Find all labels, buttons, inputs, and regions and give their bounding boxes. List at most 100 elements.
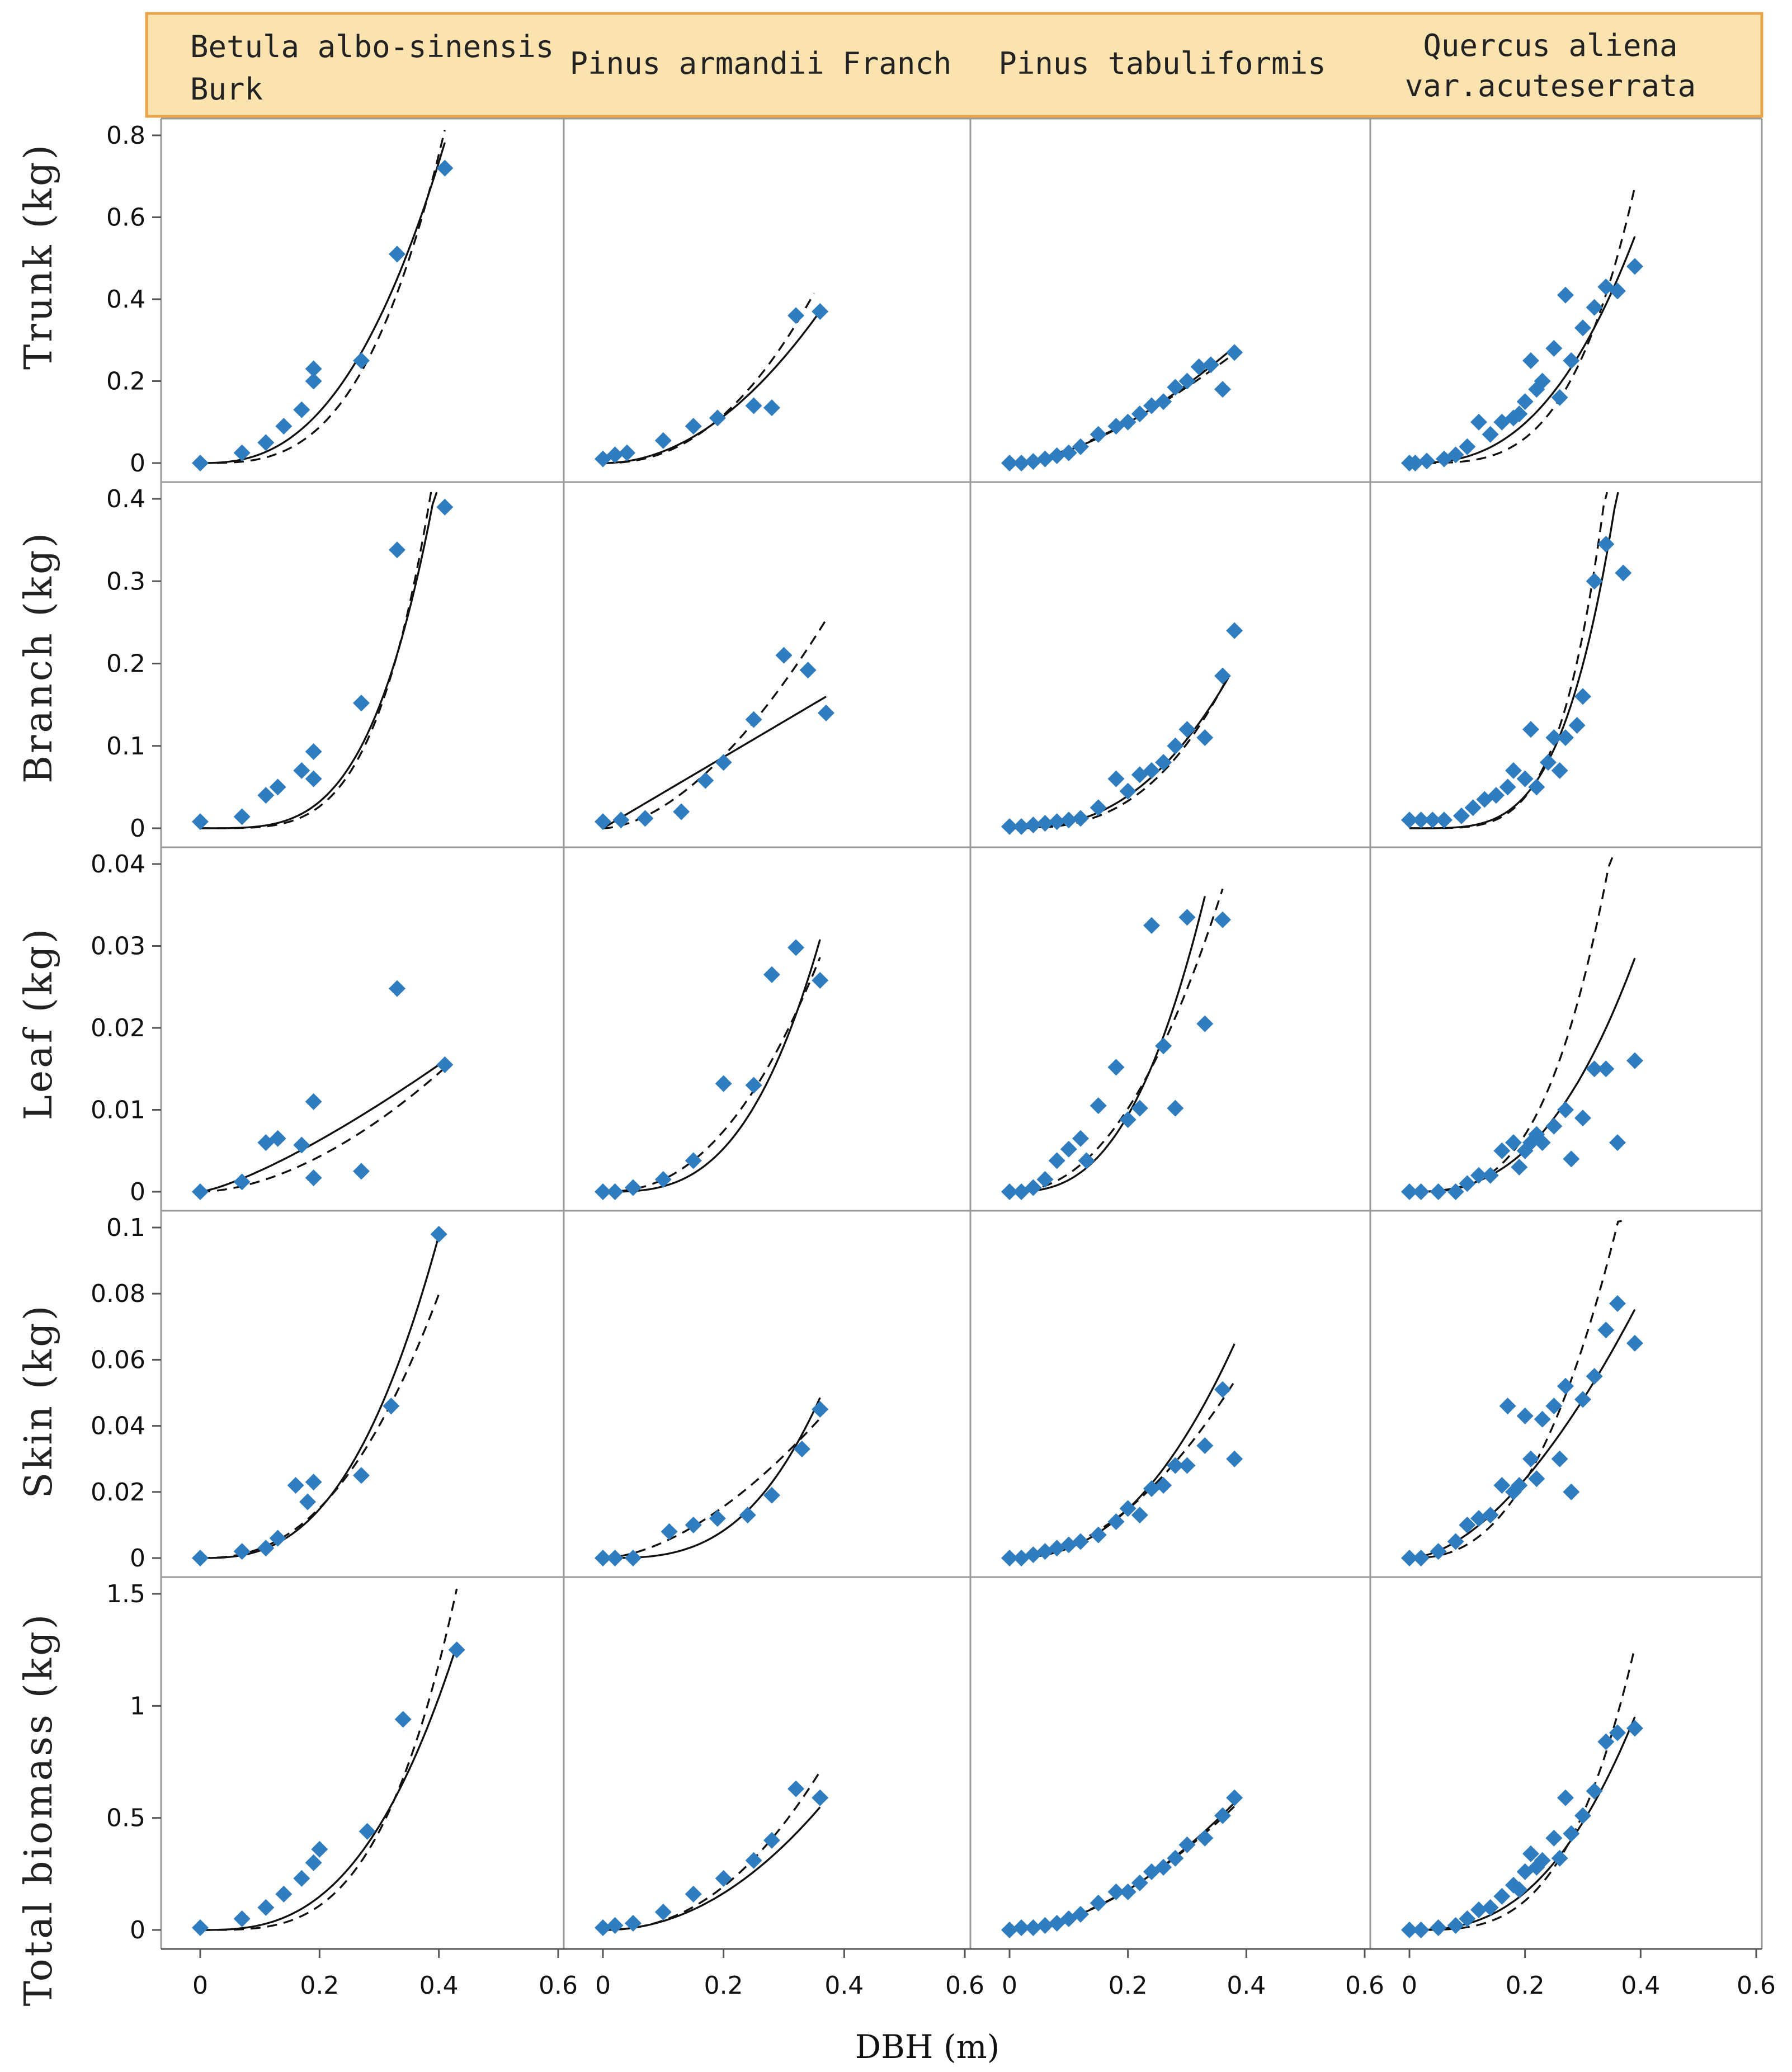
data-point	[1505, 1134, 1522, 1151]
fit-line-solid	[1010, 1343, 1235, 1559]
data-point	[1196, 1015, 1214, 1032]
data-point	[1418, 452, 1435, 470]
panel-betula-total	[192, 1588, 465, 1936]
y-ticks-branch: 0 0.1 0.2 0.3 0.4	[106, 485, 161, 843]
data-point	[1196, 729, 1214, 747]
data-point	[293, 1870, 310, 1887]
data-point	[624, 1914, 642, 1932]
data-point	[624, 1550, 642, 1566]
data-point	[1534, 1410, 1551, 1428]
fit-line-dashed	[1009, 1805, 1235, 1931]
data-point	[1522, 1450, 1539, 1467]
data-point	[1048, 813, 1065, 830]
fit-line-dashed	[1409, 1647, 1636, 1931]
data-point	[430, 1225, 447, 1243]
data-point	[389, 246, 405, 263]
species-header-quercus-line2: var.acuteserrata	[1405, 68, 1696, 103]
data-point	[1459, 1516, 1476, 1533]
data-point	[353, 695, 370, 712]
data-point	[353, 1467, 370, 1484]
data-point	[1412, 1183, 1430, 1200]
fit-line-dashed	[200, 1588, 458, 1931]
data-point	[192, 455, 209, 471]
data-point	[775, 646, 793, 664]
data-point	[293, 401, 310, 418]
data-point	[305, 770, 322, 787]
x-tick-label: 0	[1002, 1971, 1017, 2000]
data-point	[192, 1183, 209, 1200]
data-point	[275, 418, 293, 435]
data-point	[1407, 455, 1424, 471]
y-tick-label: 0.5	[106, 1804, 145, 1833]
data-point	[233, 1173, 251, 1191]
data-point	[233, 808, 251, 825]
data-point	[436, 1056, 454, 1073]
data-point	[389, 541, 405, 559]
data-point	[1155, 1476, 1172, 1494]
y-tick-label: 0.1	[106, 1214, 145, 1242]
data-point	[1131, 405, 1148, 423]
data-point	[1036, 450, 1054, 468]
data-point	[763, 399, 780, 417]
data-point	[1001, 1550, 1018, 1566]
data-point	[1574, 1391, 1591, 1408]
panel-armandii-leaf	[595, 939, 829, 1200]
data-point	[1557, 286, 1574, 304]
data-point	[1036, 815, 1054, 832]
data-point	[1178, 909, 1196, 926]
data-point	[1401, 1922, 1418, 1938]
data-point	[763, 1486, 780, 1504]
data-point	[1072, 1905, 1089, 1923]
fit-line-dashed	[602, 619, 827, 829]
data-point	[1557, 729, 1574, 747]
data-point	[383, 1398, 400, 1415]
data-point	[1090, 1526, 1107, 1544]
data-point	[606, 1917, 624, 1934]
y-tick-label: 0.3	[106, 567, 145, 596]
fit-line-solid	[603, 1397, 821, 1559]
panel-quercus-branch	[1401, 492, 1632, 829]
data-point	[745, 397, 762, 414]
data-point	[305, 743, 322, 761]
row-label-branch: Branch (kg)	[17, 531, 61, 784]
data-point	[1563, 1825, 1580, 1842]
data-point	[715, 1870, 732, 1887]
data-point	[1574, 688, 1591, 705]
data-point	[1459, 438, 1476, 455]
data-point	[1482, 1507, 1499, 1524]
y-tick-label: 0.2	[106, 367, 145, 396]
data-point	[1143, 762, 1160, 779]
data-point	[661, 1523, 678, 1540]
data-point	[1214, 911, 1231, 928]
data-point	[1072, 438, 1089, 455]
data-point	[745, 1852, 762, 1869]
y-tick-label: 0.08	[91, 1280, 145, 1308]
data-point	[1155, 393, 1172, 410]
data-point	[1522, 1845, 1539, 1862]
data-point	[715, 754, 732, 771]
data-point	[1036, 1917, 1054, 1934]
data-point	[1013, 455, 1030, 471]
data-point	[1226, 1450, 1243, 1467]
panel-armandii-total	[595, 1771, 829, 1936]
y-ticks-leaf: 0 0.01 0.02 0.03 0.04	[91, 850, 161, 1206]
data-point	[1516, 770, 1534, 787]
y-tick-label: 0	[130, 814, 145, 843]
data-point	[1482, 1167, 1499, 1184]
x-axis: 0 0.2 0.4 0.6 0 0.2 0.4 0.6 0 0.2 0.4 0.6 0 0.2 0.4 0.6	[161, 1948, 1776, 2000]
data-point	[1482, 426, 1499, 443]
fit-line-solid	[1409, 1309, 1636, 1559]
data-point	[1511, 1159, 1528, 1176]
data-point	[257, 434, 275, 451]
data-point	[1528, 1470, 1545, 1488]
data-point	[812, 1401, 829, 1418]
data-point	[353, 352, 370, 369]
data-point	[1493, 1887, 1511, 1905]
data-point	[1586, 573, 1603, 590]
data-point	[1551, 1450, 1568, 1467]
data-point	[1214, 1381, 1231, 1398]
data-point	[1155, 754, 1172, 771]
fit-line-solid	[603, 939, 821, 1193]
data-point	[1036, 1171, 1054, 1188]
data-point	[1430, 1919, 1447, 1936]
